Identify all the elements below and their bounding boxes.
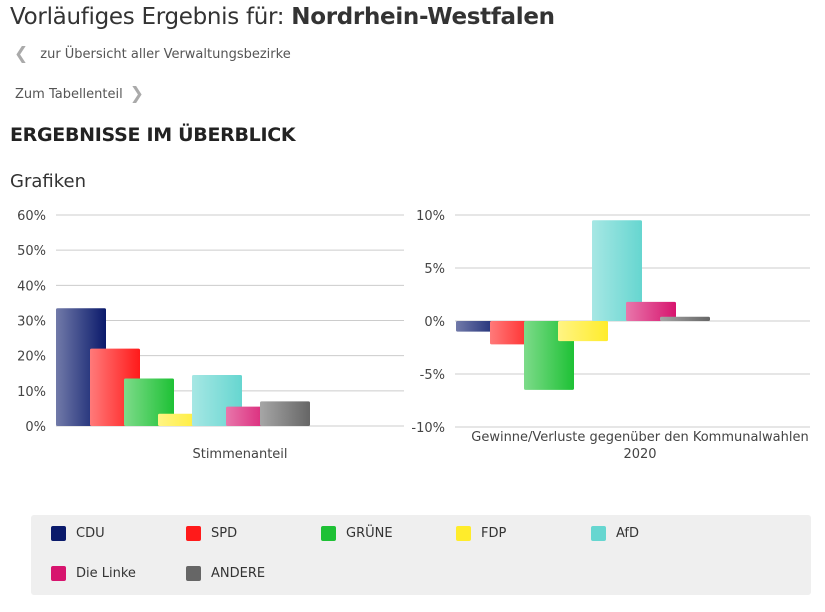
legend-label: ANDERE (211, 566, 266, 581)
y-tick-label: -10% (411, 421, 445, 436)
y-tick-label: 30% (17, 315, 46, 330)
legend-label: SPD (211, 526, 238, 541)
page-title: Vorläufiges Ergebnis für: Nordrhein-West… (10, 4, 555, 30)
bar-die-linke[interactable] (626, 301, 676, 321)
legend-label: FDP (481, 526, 507, 541)
page-title-prefix: Vorläufiges Ergebnis für: (10, 4, 292, 30)
bar-afd[interactable] (592, 220, 642, 321)
y-tick-label: 20% (17, 350, 46, 365)
bar-andere[interactable] (660, 316, 710, 321)
legend-label: GRÜNE (346, 526, 393, 541)
x-axis-title: Stimmenanteil (192, 447, 287, 462)
page-title-region: Nordrhein-Westfalen (291, 4, 555, 30)
chevron-right-icon: ❯ (129, 84, 144, 104)
y-tick-label: 60% (17, 209, 46, 224)
bar-fdp[interactable] (558, 321, 608, 342)
y-tick-label: 10% (416, 209, 445, 224)
legend-item-gruene[interactable]: GRÜNE (321, 526, 393, 541)
x-axis-title: 2020 (623, 447, 656, 462)
y-tick-label: 40% (17, 279, 46, 294)
y-tick-label: 5% (424, 262, 445, 277)
y-tick-label: 0% (424, 315, 445, 330)
x-axis-title: Gewinne/Verluste gegenüber den Kommunalw… (471, 430, 808, 445)
legend-item-die-linke[interactable]: Die Linke (51, 566, 136, 581)
legend-item-andere[interactable]: ANDERE (186, 566, 265, 581)
legend-label: CDU (76, 526, 105, 541)
y-tick-label: 50% (17, 244, 46, 259)
charts-canvas: 0% 10% 20% 30% 40% 50% 60% Stimmenanteil -10% -5… (17, 209, 810, 462)
legend: CDU SPD GRÜNE FDP AfD Die Linke ANDERE (31, 515, 811, 595)
gains-losses-chart: -10% -5% 0% 5% 10% Gewinne/Verluste gegenüber… (411, 209, 810, 462)
section-heading: ERGEBNISSE IM ÜBERBLICK (10, 124, 296, 146)
legend-item-spd[interactable]: SPD (186, 526, 237, 541)
legend-swatch (186, 566, 201, 581)
y-tick-label: 0% (25, 420, 46, 435)
legend-swatch (51, 526, 66, 541)
table-section-label: Zum Tabellenteil (15, 86, 123, 102)
legend-label: Die Linke (76, 566, 136, 581)
legend-swatch (456, 526, 471, 541)
back-to-overview-label: zur Übersicht aller Verwaltungsbezirke (40, 46, 291, 62)
legend-swatch (186, 526, 201, 541)
graphics-heading: Grafiken (10, 171, 86, 192)
chevron-left-icon: ❮ (14, 44, 29, 64)
legend-swatch (321, 526, 336, 541)
legend-item-fdp[interactable]: FDP (456, 526, 506, 541)
vote-share-chart: 0% 10% 20% 30% 40% 50% 60% Stimmenanteil (17, 209, 404, 462)
table-section-link[interactable]: Zum Tabellenteil ❯ (15, 84, 144, 104)
legend-swatch (591, 526, 606, 541)
legend-item-afd[interactable]: AfD (591, 526, 639, 541)
legend-swatch (51, 566, 66, 581)
back-to-overview-link[interactable]: ❮ zur Übersicht aller Verwaltungsbezirke (14, 44, 291, 64)
bar-andere[interactable] (260, 401, 310, 426)
legend-label: AfD (616, 526, 640, 541)
y-tick-label: -5% (420, 368, 445, 383)
legend-item-cdu[interactable]: CDU (51, 526, 105, 541)
y-tick-label: 10% (17, 385, 46, 400)
